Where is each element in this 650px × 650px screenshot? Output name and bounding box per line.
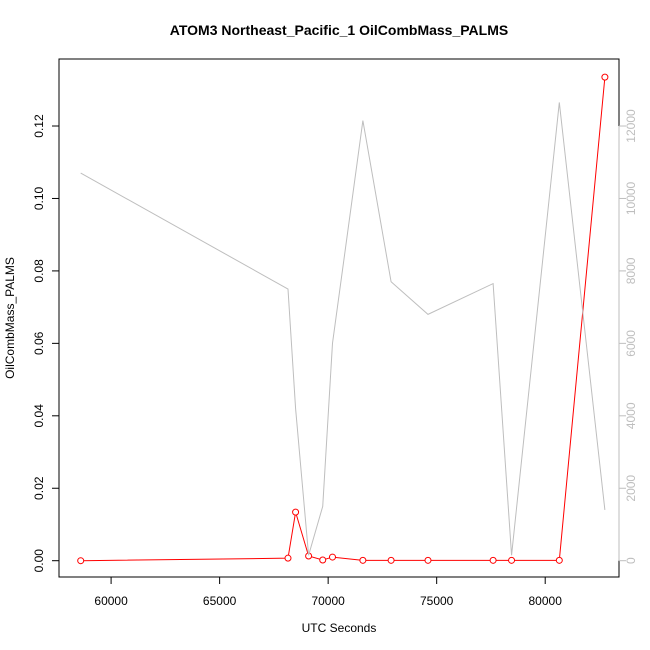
data-point — [424, 556, 432, 564]
y2-tick-label: 0 — [624, 557, 638, 564]
y-tick-label: 0.02 — [32, 476, 46, 500]
y-axis-right: 0 2000 4000 6000 8000 10000 12000 — [618, 109, 638, 564]
y-tick-label: 0.08 — [32, 259, 46, 283]
data-point — [601, 73, 609, 81]
series-layer — [77, 73, 609, 565]
x-axis-label: UTC Seconds — [302, 621, 377, 635]
data-point — [77, 557, 85, 565]
data-point — [489, 556, 497, 564]
y-axis-label: OilCombMass_PALMS — [3, 257, 17, 379]
data-point — [508, 556, 516, 564]
y-tick-label: 0.00 — [32, 549, 46, 573]
data-point — [387, 556, 395, 564]
secondary-series-line — [80, 102, 606, 556]
y2-tick-label: 2000 — [624, 475, 638, 502]
data-point — [328, 553, 336, 561]
x-tick-label: 70000 — [311, 594, 345, 608]
x-tick-label: 65000 — [203, 594, 237, 608]
y-tick-label: 0.06 — [32, 331, 46, 355]
data-point — [284, 554, 292, 562]
chart-title: ATOM3 Northeast_Pacific_1 OilCombMass_PA… — [170, 22, 508, 38]
data-point — [319, 556, 327, 564]
y-tick-label: 0.12 — [32, 114, 46, 138]
x-tick-label: 60000 — [94, 594, 128, 608]
x-axis: 60000 65000 70000 75000 80000 — [94, 576, 563, 608]
y2-tick-label: 6000 — [624, 330, 638, 357]
data-point — [359, 556, 367, 564]
data-point — [292, 508, 300, 516]
y-tick-label: 0.10 — [32, 186, 46, 210]
y2-tick-label: 12000 — [624, 109, 638, 143]
x-tick-label: 75000 — [420, 594, 454, 608]
y2-tick-label: 10000 — [624, 181, 638, 215]
y2-tick-label: 4000 — [624, 402, 638, 429]
y-tick-label: 0.04 — [32, 404, 46, 428]
y-axis-left: 0.00 0.02 0.04 0.06 0.08 0.10 0.12 — [32, 114, 60, 573]
data-point — [555, 556, 563, 564]
x-tick-label: 80000 — [529, 594, 563, 608]
y2-tick-label: 8000 — [624, 257, 638, 284]
